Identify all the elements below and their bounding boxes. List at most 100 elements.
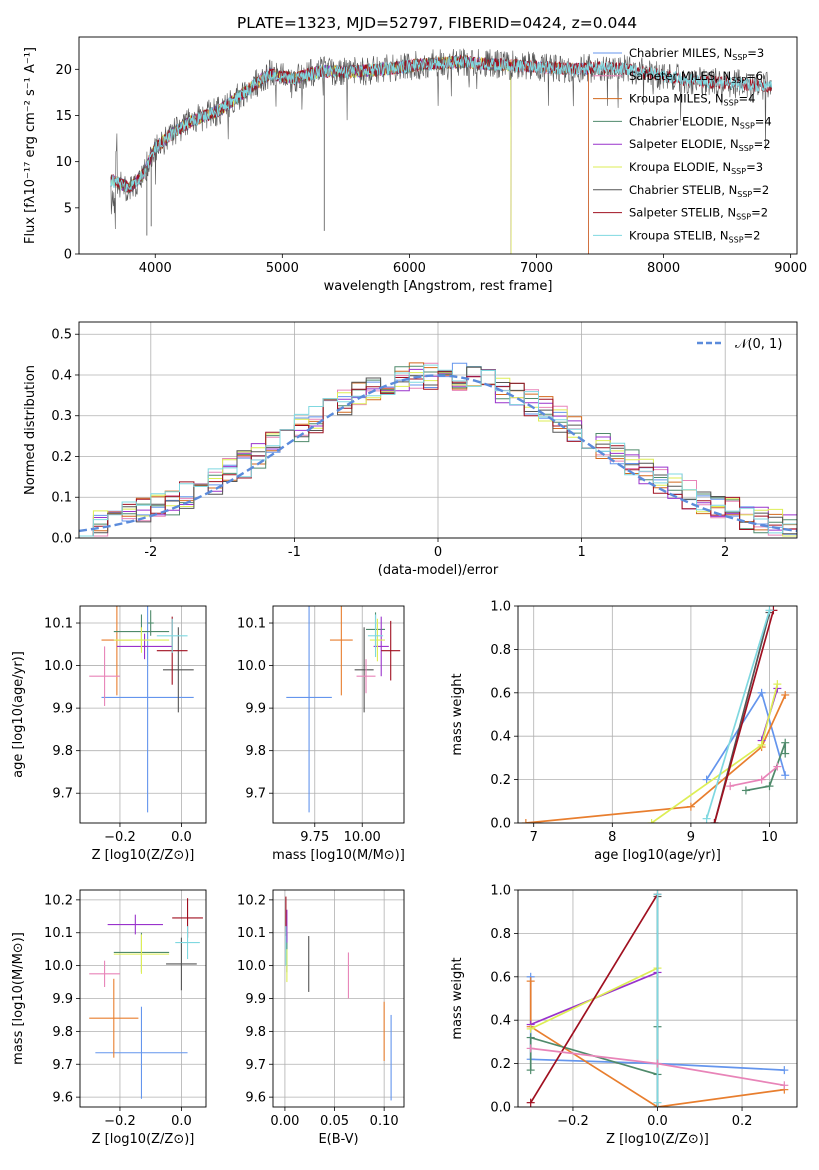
x-tick-label: 8000 [647,261,680,276]
mass-vs-z-plot-area [89,898,203,1099]
mass-vs-ebv-frame [272,889,405,1108]
x-tick-label: −0.2 [104,1114,136,1129]
y-tick-label: 10.1 [44,617,73,632]
age-vs-z-axes: −0.2 0.0 9.7 9.8 9.9 10.0 10.1 Z [log10(Z/Z⊙)] a… [11,606,206,863]
x-tick-label: 0.2 [732,1114,753,1129]
x-tick-label: 0.00 [270,1114,299,1129]
y-tick-label: 9.9 [245,992,266,1007]
y-tick-label: 9.8 [52,1025,73,1040]
mass-weight-vs-age-frame [517,605,798,824]
y-tick-label: 0.3 [51,409,72,424]
residual-hist-plot-area [79,362,797,537]
y-tick-label: 10.1 [237,617,266,632]
y-tick-label: 0.4 [490,1014,511,1029]
legend-entry: Kroupa MILES, NSSP=4 [629,92,755,108]
y-tick-label: 9.9 [245,702,266,717]
y-axis-label: Normed distribution [23,365,38,495]
x-axis-label: Z [log10(Z/Z⊙)] [92,1132,195,1147]
y-tick-label: 10.1 [237,926,266,941]
y-tick-label: 0.8 [490,927,511,942]
x-tick-label: 0.05 [320,1114,349,1129]
x-tick-label: 0.0 [171,1114,192,1129]
mass-weight-vs-z-frame [517,889,798,1108]
x-tick-label: 7 [530,830,538,845]
y-tick-label: 5 [64,201,72,216]
y-tick-label: 0.0 [490,1101,511,1116]
x-tick-label: 0 [434,545,442,560]
age-vs-mass-axes: 9.75 10.00 9.7 9.8 9.9 10.0 10.1 mass [log10(M/… [237,606,405,863]
y-axis-label: Flux [fλ10⁻¹⁷ erg cm⁻² s⁻¹ A⁻¹] [23,47,38,244]
spectrum-series-line [110,54,589,254]
x-tick-label: −0.2 [557,1114,589,1129]
y-tick-label: 0.0 [51,532,72,547]
mass-weight-series [529,981,785,1107]
x-tick-label: -1 [288,545,301,560]
x-tick-label: 9 [687,830,695,845]
spectrum-axes: 4000 5000 6000 7000 8000 9000 0 5 10 15 20 waveleng… [23,47,807,294]
mass-weight-series [651,683,779,823]
y-tick-label: 10.0 [237,659,266,674]
x-axis-label: mass [log10(M/M⊙)] [272,848,405,863]
y-tick-label: 0.2 [490,1057,511,1072]
x-tick-label: 9.75 [300,830,329,845]
y-tick-label: 9.7 [245,1058,266,1073]
mass-weight-vs-z-axes: −0.2 0.0 0.2 0.0 0.2 0.4 0.6 0.8 1.0 Z [log10(Z/Z… [450,884,797,1147]
spectrum-plot-area [110,48,772,254]
x-axis-label: Z [log10(Z/Z⊙)] [92,848,195,863]
x-axis-label: wavelength [Angstrom, rest frame] [324,279,553,294]
x-tick-label: −0.2 [104,830,136,845]
x-tick-label: 7000 [520,261,553,276]
x-tick-label: 10 [761,830,778,845]
y-tick-label: 0.5 [51,328,72,343]
mass-vs-ebv-plot-area [285,896,392,1101]
y-axis-label: mass weight [450,673,465,755]
age-vs-mass-plot-area [286,606,401,813]
x-axis-label: (data-model)/error [378,563,499,578]
legend-entry: Salpeter ELODIE, NSSP=2 [629,137,771,153]
y-tick-label: 0.1 [51,491,72,506]
age-vs-z-plot-area [89,606,194,813]
mass-weight-vs-age-axes: 7 8 9 10 0.0 0.2 0.4 0.6 0.8 1.0 age [log10(age/yr… [450,600,797,863]
x-tick-label: 5000 [266,261,299,276]
y-tick-label: 9.6 [245,1091,266,1106]
x-tick-label: 9000 [774,261,807,276]
x-axis-label: Z [log10(Z/Z⊙)] [606,1132,709,1147]
legend-entry: Chabrier MILES, NSSP=3 [629,46,764,62]
x-tick-label: 4000 [139,261,172,276]
x-axis-label: age [log10(age/yr)] [594,848,721,863]
legend-entry: 𝒩(0, 1) [735,337,782,352]
legend-entry: Salpeter STELIB, NSSP=2 [629,206,768,222]
y-tick-label: 20 [55,63,72,78]
y-tick-label: 10.2 [44,893,73,908]
x-tick-label: 8 [608,830,616,845]
mass-weight-series [529,893,659,1104]
y-tick-label: 9.8 [245,1025,266,1040]
y-tick-label: 9.8 [245,744,266,759]
y-tick-label: 0.4 [490,730,511,745]
y-tick-label: 9.9 [52,992,73,1007]
y-axis-label: mass weight [450,957,465,1039]
age-vs-mass-frame [272,605,405,824]
x-tick-label: 1 [577,545,585,560]
y-tick-label: 0.4 [51,368,72,383]
y-tick-label: 10.1 [44,926,73,941]
x-tick-label: 10.00 [344,830,381,845]
y-tick-label: 1.0 [490,884,511,899]
figure-title: PLATE=1323, MJD=52797, FIBERID=0424, z=0… [237,14,637,32]
y-tick-label: 0.2 [490,773,511,788]
y-tick-label: 10.2 [237,893,266,908]
spectrum-series-line [110,56,589,254]
mass-weight-series [713,610,775,823]
spectrum-legend: Chabrier MILES, NSSP=3 Salpeter MILES, NS… [593,46,772,244]
mass-vs-z-frame [79,889,207,1108]
x-tick-label: 0.0 [647,1114,668,1129]
spectrum-series-line [110,56,772,193]
histogram-series [79,364,797,537]
y-tick-label: 9.7 [52,787,73,802]
legend-entry: Salpeter MILES, NSSP=6 [629,69,763,85]
y-tick-label: 0 [64,248,72,263]
y-tick-label: 0.6 [490,686,511,701]
gaussian-curve [79,374,797,533]
y-axis-label: age [log10(age/yr)] [11,651,26,778]
y-tick-label: 1.0 [490,600,511,615]
